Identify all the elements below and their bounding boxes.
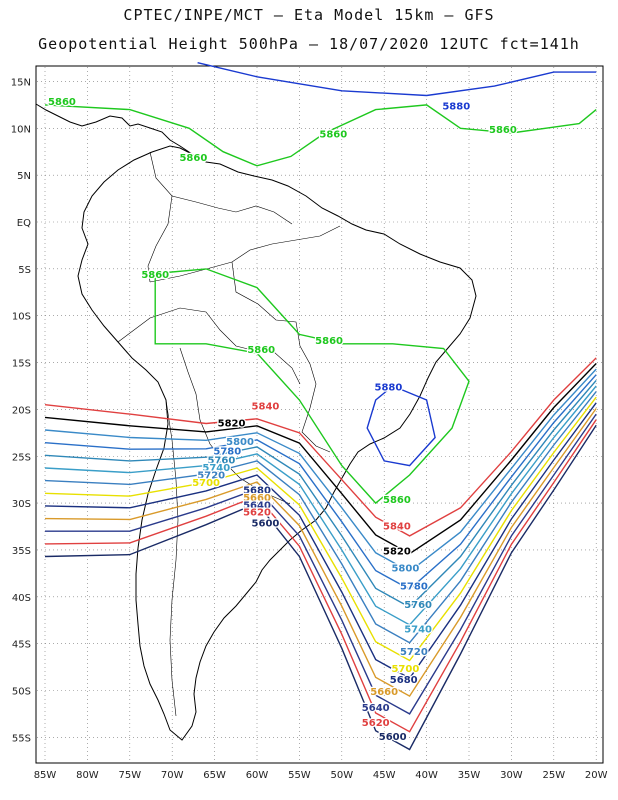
contour-label: 5860 xyxy=(247,345,275,356)
latitude-tick-label: 45S xyxy=(12,640,31,651)
contour-5760 xyxy=(44,379,597,608)
latitude-tick-label: 30S xyxy=(12,499,31,510)
contour-5600 xyxy=(44,424,597,751)
longitude-tick-label: 45W xyxy=(373,770,396,781)
latitude-tick-label: 25S xyxy=(12,452,31,463)
contour-labels: 5880 5860 5860 5860 5860 5860 5860 5860 5880 5860… xyxy=(47,96,518,745)
contour-5720 xyxy=(44,391,597,644)
contour-label: 5700 xyxy=(192,478,220,489)
brazil-interior-border xyxy=(149,225,341,453)
contour-label: 5860 xyxy=(319,130,347,141)
contour-5860 xyxy=(44,104,597,167)
map-frame xyxy=(35,65,604,764)
contour-label: 5760 xyxy=(207,456,235,467)
contour-5640 xyxy=(45,413,597,715)
latitude-tick-label: 40S xyxy=(12,593,31,604)
contour-label: 5860 xyxy=(141,270,169,281)
central-america-coastline xyxy=(35,103,193,155)
contour-label: 5800 xyxy=(226,437,254,448)
contour-label: 5780 xyxy=(400,581,428,592)
longitude-tick-label: 20W xyxy=(585,770,608,781)
latitude-tick-label: EQ xyxy=(17,218,31,229)
longitude-tick-label: 60W xyxy=(246,770,269,781)
andes-borders xyxy=(117,307,301,717)
latitude-tick-label: 35S xyxy=(12,546,31,557)
latitude-tick-label: 5N xyxy=(17,171,31,182)
latitude-tick-label: 15S xyxy=(12,359,31,370)
contour-label: 5620 xyxy=(362,718,390,729)
longitude-tick-label: 55W xyxy=(288,770,311,781)
contour-label: 5860 xyxy=(48,97,76,108)
longitude-tick-label: 25W xyxy=(542,770,565,781)
land-outlines xyxy=(35,103,477,741)
map-title: CPTEC/INPE/MCT – Eta Model 15km – GFS xyxy=(123,6,495,24)
contour-label: 5840 xyxy=(383,521,411,532)
latitude-ticks: 15N 10N 5N EQ 5S 10S 15S 20S 25S 30S 35S 40S 45S 50S 5… xyxy=(11,77,31,744)
contour-label: 5860 xyxy=(315,336,343,347)
contour-label: 5660 xyxy=(370,687,398,698)
contour-label: 5640 xyxy=(243,501,271,512)
contour-label: 5700 xyxy=(391,664,419,675)
contour-label: 5880 xyxy=(375,383,403,394)
contour-label: 5820 xyxy=(218,418,246,429)
latitude-tick-label: 15N xyxy=(11,77,31,88)
contour-label: 5860 xyxy=(383,495,411,506)
latitude-tick-label: 5S xyxy=(18,265,31,276)
contour-label: 5600 xyxy=(252,519,280,530)
contour-5880 xyxy=(366,385,436,467)
longitude-tick-label: 80W xyxy=(76,770,99,781)
longitude-tick-label: 35W xyxy=(458,770,481,781)
contour-label: 5800 xyxy=(391,564,419,575)
latitude-tick-label: 10S xyxy=(12,312,31,323)
contour-label: 5680 xyxy=(243,486,271,497)
contour-5620 xyxy=(44,419,597,733)
venezuela-colombia-borders xyxy=(147,151,293,283)
longitude-ticks: 85W 80W 75W 70W 65W 60W 55W 50W 45W 40W 35W 30W 25W 2… xyxy=(34,770,608,781)
contour-label: 5760 xyxy=(404,600,432,611)
contour-5660 xyxy=(44,408,597,698)
longitude-tick-label: 65W xyxy=(203,770,226,781)
contour-5840 xyxy=(44,357,597,537)
contour-label: 5600 xyxy=(379,732,407,743)
contour-label: 5860 xyxy=(179,153,207,164)
longitude-tick-label: 70W xyxy=(161,770,184,781)
contour-5820 xyxy=(44,363,597,555)
contour-5780 xyxy=(44,374,597,591)
contour-label: 5660 xyxy=(243,493,271,504)
contour-lines xyxy=(44,62,597,751)
longitude-tick-label: 85W xyxy=(34,770,57,781)
contour-5700 xyxy=(44,396,597,662)
contour-label: 5780 xyxy=(213,446,241,457)
contour-label: 5860 xyxy=(489,125,517,136)
contour-label: 5880 xyxy=(442,102,470,113)
contour-5680 xyxy=(44,402,597,680)
contour-label: 5640 xyxy=(362,703,390,714)
contour-5740 xyxy=(44,385,597,626)
longitude-tick-label: 75W xyxy=(118,770,141,781)
longitude-tick-label: 30W xyxy=(500,770,523,781)
contour-label: 5740 xyxy=(202,463,230,474)
south-america-coastline xyxy=(77,145,477,741)
latitude-tick-label: 55S xyxy=(12,733,31,744)
map-subtitle: Geopotential Height 500hPa – 18/07/2020 … xyxy=(38,35,580,53)
latitude-tick-label: 10N xyxy=(11,124,31,135)
contour-label: 5720 xyxy=(400,647,428,658)
contour-label: 5820 xyxy=(383,547,411,558)
latitude-tick-label: 20S xyxy=(12,405,31,416)
contour-label: 5840 xyxy=(252,401,280,412)
contour-label: 5720 xyxy=(197,471,225,482)
contour-5860 xyxy=(154,268,470,505)
latitude-tick-label: 50S xyxy=(12,687,31,698)
longitude-tick-label: 40W xyxy=(415,770,438,781)
longitude-tick-label: 50W xyxy=(330,770,353,781)
contour-label: 5680 xyxy=(390,675,418,686)
contour-label: 5620 xyxy=(243,507,271,518)
contour-5800 xyxy=(44,368,597,573)
contour-5880 xyxy=(197,62,597,97)
contour-label: 5740 xyxy=(404,624,432,635)
